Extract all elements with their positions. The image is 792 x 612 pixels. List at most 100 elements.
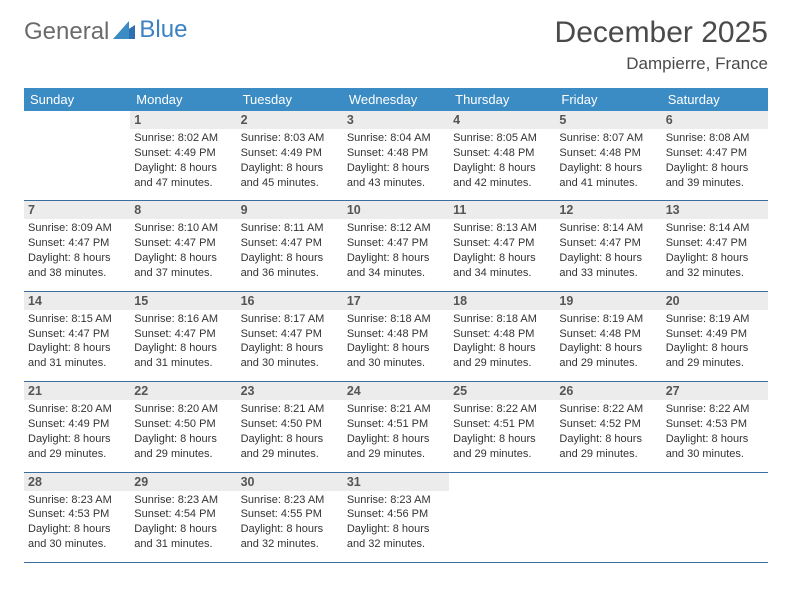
daylight-2: and 41 minutes. (559, 176, 657, 191)
day-body: Sunrise: 8:07 AMSunset: 4:48 PMDaylight:… (555, 129, 661, 200)
daylight-2: and 29 minutes. (241, 447, 339, 462)
logo-text-general: General (24, 18, 109, 46)
daylight-2: and 39 minutes. (666, 176, 764, 191)
day-number: 28 (24, 473, 130, 491)
calendar-table: Sunday Monday Tuesday Wednesday Thursday… (24, 88, 768, 563)
sunrise: Sunrise: 8:16 AM (134, 312, 232, 327)
daylight-2: and 43 minutes. (347, 176, 445, 191)
sunset: Sunset: 4:51 PM (453, 417, 551, 432)
day-cell: 12Sunrise: 8:14 AMSunset: 4:47 PMDayligh… (555, 201, 661, 291)
day-body: Sunrise: 8:15 AMSunset: 4:47 PMDaylight:… (24, 310, 130, 381)
daylight-1: Daylight: 8 hours (28, 432, 126, 447)
dow-tuesday: Tuesday (237, 88, 343, 111)
sunset: Sunset: 4:47 PM (28, 236, 126, 251)
sunrise: Sunrise: 8:07 AM (559, 131, 657, 146)
day-number: 23 (237, 382, 343, 400)
day-number: 22 (130, 382, 236, 400)
day-cell: 24Sunrise: 8:21 AMSunset: 4:51 PMDayligh… (343, 382, 449, 472)
location: Dampierre, France (555, 54, 768, 74)
day-number: 21 (24, 382, 130, 400)
sunrise: Sunrise: 8:10 AM (134, 221, 232, 236)
daylight-1: Daylight: 8 hours (559, 251, 657, 266)
daylight-1: Daylight: 8 hours (453, 432, 551, 447)
daylight-1: Daylight: 8 hours (666, 341, 764, 356)
daylight-2: and 29 minutes. (28, 447, 126, 462)
daylight-1: Daylight: 8 hours (28, 251, 126, 266)
daylight-2: and 42 minutes. (453, 176, 551, 191)
daylight-1: Daylight: 8 hours (559, 161, 657, 176)
day-body: Sunrise: 8:04 AMSunset: 4:48 PMDaylight:… (343, 129, 449, 200)
sunset: Sunset: 4:51 PM (347, 417, 445, 432)
daylight-1: Daylight: 8 hours (347, 522, 445, 537)
daylight-2: and 31 minutes. (28, 356, 126, 371)
dow-friday: Friday (555, 88, 661, 111)
day-cell: 30Sunrise: 8:23 AMSunset: 4:55 PMDayligh… (237, 472, 343, 562)
sunset: Sunset: 4:47 PM (241, 236, 339, 251)
day-body: Sunrise: 8:20 AMSunset: 4:49 PMDaylight:… (24, 400, 130, 471)
daylight-2: and 29 minutes. (559, 447, 657, 462)
day-number: 13 (662, 201, 768, 219)
sunrise: Sunrise: 8:23 AM (28, 493, 126, 508)
day-number: 15 (130, 292, 236, 310)
day-cell: 21Sunrise: 8:20 AMSunset: 4:49 PMDayligh… (24, 382, 130, 472)
day-number: 16 (237, 292, 343, 310)
sunset: Sunset: 4:47 PM (134, 327, 232, 342)
dow-sunday: Sunday (24, 88, 130, 111)
day-cell: 6Sunrise: 8:08 AMSunset: 4:47 PMDaylight… (662, 111, 768, 201)
day-number: 5 (555, 111, 661, 129)
daylight-1: Daylight: 8 hours (134, 432, 232, 447)
day-number: 3 (343, 111, 449, 129)
day-body: Sunrise: 8:18 AMSunset: 4:48 PMDaylight:… (449, 310, 555, 381)
daylight-2: and 34 minutes. (453, 266, 551, 281)
sunrise: Sunrise: 8:14 AM (666, 221, 764, 236)
day-body: Sunrise: 8:21 AMSunset: 4:50 PMDaylight:… (237, 400, 343, 471)
day-body: Sunrise: 8:12 AMSunset: 4:47 PMDaylight:… (343, 219, 449, 290)
dow-monday: Monday (130, 88, 236, 111)
day-number: 12 (555, 201, 661, 219)
daylight-2: and 36 minutes. (241, 266, 339, 281)
daylight-2: and 30 minutes. (241, 356, 339, 371)
daylight-1: Daylight: 8 hours (241, 341, 339, 356)
day-number: 11 (449, 201, 555, 219)
day-body: Sunrise: 8:05 AMSunset: 4:48 PMDaylight:… (449, 129, 555, 200)
sunrise: Sunrise: 8:13 AM (453, 221, 551, 236)
day-number: 24 (343, 382, 449, 400)
sunset: Sunset: 4:47 PM (28, 327, 126, 342)
day-body: Sunrise: 8:02 AMSunset: 4:49 PMDaylight:… (130, 129, 236, 200)
daylight-2: and 30 minutes. (347, 356, 445, 371)
daylight-1: Daylight: 8 hours (347, 341, 445, 356)
day-cell (24, 111, 130, 201)
day-cell (555, 472, 661, 562)
day-number: 7 (24, 201, 130, 219)
day-body: Sunrise: 8:20 AMSunset: 4:50 PMDaylight:… (130, 400, 236, 471)
sunrise: Sunrise: 8:05 AM (453, 131, 551, 146)
daylight-2: and 29 minutes. (347, 447, 445, 462)
day-number: 18 (449, 292, 555, 310)
day-number: 26 (555, 382, 661, 400)
day-cell: 1Sunrise: 8:02 AMSunset: 4:49 PMDaylight… (130, 111, 236, 201)
daylight-2: and 38 minutes. (28, 266, 126, 281)
sunrise: Sunrise: 8:20 AM (28, 402, 126, 417)
sunrise: Sunrise: 8:22 AM (666, 402, 764, 417)
day-body: Sunrise: 8:14 AMSunset: 4:47 PMDaylight:… (662, 219, 768, 290)
day-number: 1 (130, 111, 236, 129)
daylight-1: Daylight: 8 hours (347, 161, 445, 176)
sunrise: Sunrise: 8:08 AM (666, 131, 764, 146)
daylight-2: and 29 minutes. (666, 356, 764, 371)
dow-thursday: Thursday (449, 88, 555, 111)
sunrise: Sunrise: 8:11 AM (241, 221, 339, 236)
day-body: Sunrise: 8:22 AMSunset: 4:51 PMDaylight:… (449, 400, 555, 471)
day-cell: 15Sunrise: 8:16 AMSunset: 4:47 PMDayligh… (130, 291, 236, 381)
daylight-2: and 29 minutes. (559, 356, 657, 371)
dow-wednesday: Wednesday (343, 88, 449, 111)
day-cell: 14Sunrise: 8:15 AMSunset: 4:47 PMDayligh… (24, 291, 130, 381)
day-body: Sunrise: 8:23 AMSunset: 4:53 PMDaylight:… (24, 491, 130, 562)
sunrise: Sunrise: 8:14 AM (559, 221, 657, 236)
sunset: Sunset: 4:48 PM (347, 146, 445, 161)
day-cell: 9Sunrise: 8:11 AMSunset: 4:47 PMDaylight… (237, 201, 343, 291)
daylight-1: Daylight: 8 hours (453, 251, 551, 266)
sunset: Sunset: 4:48 PM (559, 146, 657, 161)
daylight-1: Daylight: 8 hours (347, 432, 445, 447)
daylight-2: and 32 minutes. (666, 266, 764, 281)
month-title: December 2025 (555, 18, 768, 48)
